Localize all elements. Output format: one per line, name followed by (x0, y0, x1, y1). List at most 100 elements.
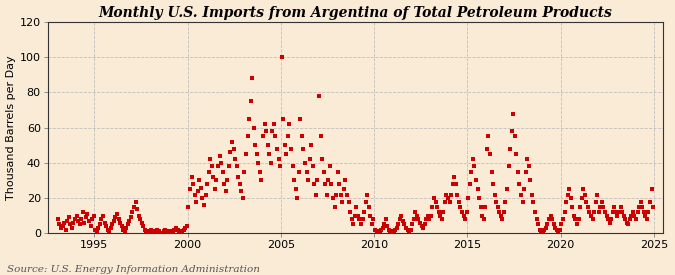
Point (295, 117, 306, 121)
Point (523, 164, 534, 169)
Point (572, 222, 583, 227)
Point (541, 226, 551, 230)
Point (167, 229, 178, 234)
Point (516, 192, 526, 197)
Point (259, 122, 270, 126)
Point (612, 213, 623, 218)
Point (236, 189, 246, 193)
Point (321, 192, 332, 197)
Point (421, 217, 431, 221)
Point (289, 178, 300, 183)
Point (545, 213, 556, 218)
Point (609, 205, 620, 209)
Point (601, 213, 612, 218)
Point (373, 231, 383, 235)
Point (543, 217, 554, 221)
Point (630, 217, 641, 221)
Point (423, 213, 433, 218)
Point (435, 213, 446, 218)
Point (475, 205, 486, 209)
Point (298, 147, 309, 151)
Point (458, 213, 469, 218)
Point (191, 199, 202, 204)
Point (90, 227, 101, 232)
Point (530, 210, 541, 214)
Point (160, 227, 171, 232)
Point (60, 227, 71, 232)
Point (228, 147, 239, 151)
Point (599, 210, 610, 214)
Point (441, 192, 452, 197)
Point (487, 182, 498, 186)
Point (351, 205, 362, 209)
Point (53, 217, 63, 221)
Point (522, 157, 533, 161)
Point (433, 210, 444, 214)
Point (520, 169, 531, 174)
Point (377, 226, 388, 230)
Point (566, 196, 576, 200)
Point (253, 161, 264, 165)
Point (369, 227, 380, 232)
Point (73, 219, 84, 223)
Point (209, 187, 220, 191)
Point (79, 221, 90, 225)
Point (158, 229, 169, 234)
Point (127, 210, 138, 214)
Point (149, 231, 160, 235)
Point (483, 134, 494, 139)
Point (258, 134, 269, 139)
Point (80, 215, 91, 220)
Point (605, 217, 616, 221)
Point (169, 227, 180, 232)
Point (198, 203, 209, 207)
Point (628, 210, 639, 214)
Point (376, 227, 387, 232)
Point (410, 210, 421, 214)
Point (338, 187, 349, 191)
Point (317, 157, 327, 161)
Point (624, 217, 635, 221)
Point (413, 217, 424, 221)
Point (439, 199, 450, 204)
Point (559, 210, 570, 214)
Point (200, 192, 211, 197)
Point (223, 164, 234, 169)
Point (505, 147, 516, 151)
Point (312, 178, 323, 183)
Point (466, 169, 477, 174)
Point (227, 139, 238, 144)
Point (508, 111, 518, 116)
Point (396, 213, 407, 218)
Point (492, 205, 503, 209)
Point (140, 227, 151, 232)
Point (584, 210, 595, 214)
Point (567, 205, 578, 209)
Point (76, 217, 86, 221)
Point (165, 229, 176, 234)
Point (251, 152, 262, 156)
Point (450, 182, 461, 186)
Point (461, 210, 472, 214)
Point (96, 217, 107, 221)
Point (115, 221, 126, 225)
Point (576, 196, 587, 200)
Point (234, 182, 245, 186)
Point (98, 213, 109, 218)
Point (157, 231, 167, 235)
Point (495, 213, 506, 218)
Point (511, 152, 522, 156)
Point (404, 229, 414, 234)
Point (553, 229, 564, 234)
Point (446, 192, 456, 197)
Point (163, 231, 173, 235)
Point (172, 227, 183, 232)
Point (314, 94, 325, 98)
Point (371, 229, 382, 234)
Point (107, 222, 117, 227)
Point (279, 143, 290, 147)
Point (238, 196, 248, 200)
Point (320, 182, 331, 186)
Point (124, 219, 135, 223)
Point (213, 164, 223, 169)
